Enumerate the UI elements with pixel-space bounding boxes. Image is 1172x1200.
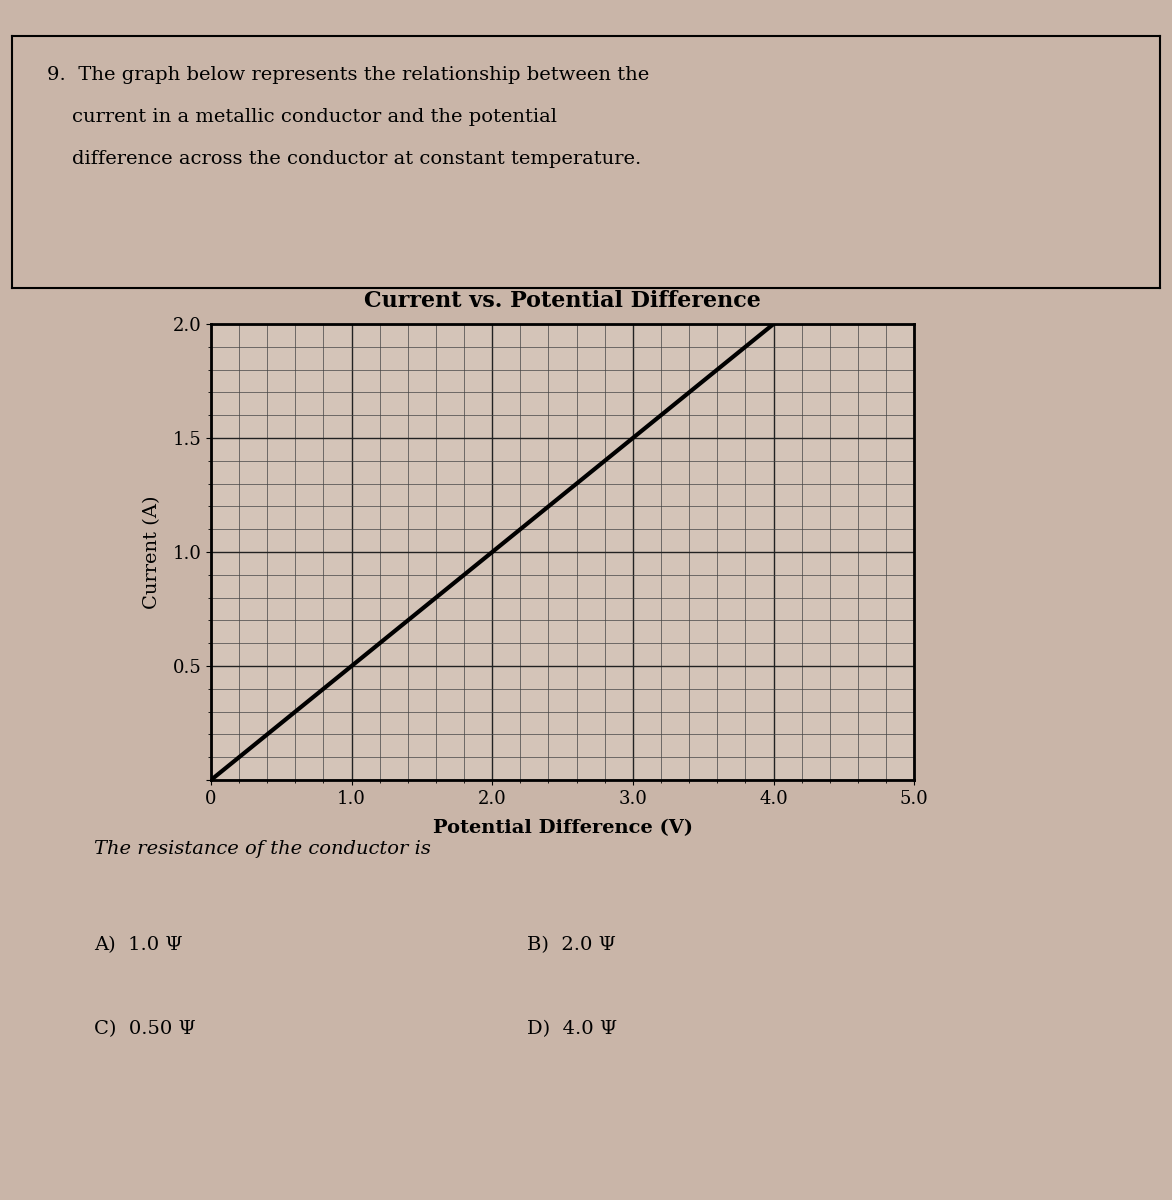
Text: The resistance of the conductor is: The resistance of the conductor is (94, 840, 430, 858)
X-axis label: Potential Difference (V): Potential Difference (V) (432, 818, 693, 836)
Text: difference across the conductor at constant temperature.: difference across the conductor at const… (47, 150, 641, 168)
Text: current in a metallic conductor and the potential: current in a metallic conductor and the … (47, 108, 557, 126)
Text: C)  0.50 Ψ: C) 0.50 Ψ (94, 1020, 196, 1038)
Text: D)  4.0 Ψ: D) 4.0 Ψ (527, 1020, 618, 1038)
Text: B)  2.0 Ψ: B) 2.0 Ψ (527, 936, 616, 954)
Y-axis label: Current (A): Current (A) (143, 496, 162, 608)
Text: 9.  The graph below represents the relationship between the: 9. The graph below represents the relati… (47, 66, 649, 84)
Title: Current vs. Potential Difference: Current vs. Potential Difference (364, 290, 761, 312)
Text: A)  1.0 Ψ: A) 1.0 Ψ (94, 936, 183, 954)
